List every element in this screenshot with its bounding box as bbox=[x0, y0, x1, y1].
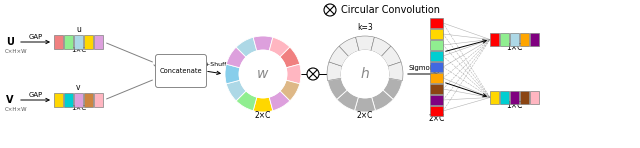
Circle shape bbox=[342, 50, 388, 98]
Text: GAP: GAP bbox=[29, 34, 43, 40]
Wedge shape bbox=[253, 97, 273, 112]
Text: Concatenate: Concatenate bbox=[160, 68, 202, 74]
Wedge shape bbox=[280, 80, 300, 101]
Text: C×H×W: C×H×W bbox=[5, 49, 28, 54]
Text: Sigmoid: Sigmoid bbox=[409, 65, 437, 71]
Bar bbox=[520, 33, 529, 46]
Text: w: w bbox=[257, 67, 269, 81]
Bar bbox=[430, 73, 443, 83]
Text: 2×C: 2×C bbox=[357, 111, 373, 120]
Bar bbox=[54, 93, 63, 107]
Bar bbox=[430, 29, 443, 39]
Text: GAP: GAP bbox=[29, 92, 43, 98]
Bar bbox=[74, 93, 83, 107]
Circle shape bbox=[239, 50, 287, 98]
Circle shape bbox=[324, 4, 336, 16]
Wedge shape bbox=[236, 91, 257, 111]
Wedge shape bbox=[269, 91, 290, 111]
Bar bbox=[64, 35, 73, 49]
Bar bbox=[500, 33, 509, 46]
Wedge shape bbox=[236, 37, 257, 57]
Bar bbox=[510, 91, 519, 104]
Wedge shape bbox=[253, 36, 273, 51]
Bar bbox=[430, 40, 443, 50]
Bar bbox=[84, 93, 93, 107]
Wedge shape bbox=[286, 64, 301, 84]
Bar bbox=[430, 106, 443, 116]
Text: h: h bbox=[360, 67, 369, 81]
Bar bbox=[430, 84, 443, 94]
Text: 1×C: 1×C bbox=[71, 47, 86, 53]
Wedge shape bbox=[372, 90, 393, 111]
Wedge shape bbox=[280, 47, 300, 68]
Wedge shape bbox=[337, 90, 358, 111]
Wedge shape bbox=[269, 37, 290, 57]
Wedge shape bbox=[339, 37, 359, 56]
Wedge shape bbox=[383, 78, 403, 99]
Bar bbox=[520, 91, 529, 104]
Text: Circular Convolution: Circular Convolution bbox=[341, 5, 440, 15]
Wedge shape bbox=[327, 62, 342, 81]
Text: 1×C: 1×C bbox=[506, 43, 523, 52]
Wedge shape bbox=[371, 37, 391, 56]
Wedge shape bbox=[381, 46, 401, 66]
Bar bbox=[430, 18, 443, 28]
Text: u: u bbox=[76, 25, 81, 34]
Wedge shape bbox=[355, 97, 376, 112]
Bar bbox=[430, 62, 443, 72]
Bar bbox=[430, 51, 443, 61]
Bar bbox=[94, 93, 103, 107]
Text: 1×C: 1×C bbox=[506, 101, 523, 110]
Text: v: v bbox=[76, 83, 81, 92]
Text: V: V bbox=[6, 95, 13, 105]
Bar bbox=[74, 35, 83, 49]
Bar bbox=[94, 35, 103, 49]
Wedge shape bbox=[225, 64, 240, 84]
Text: 2×C: 2×C bbox=[255, 111, 271, 120]
Circle shape bbox=[307, 68, 319, 80]
Bar bbox=[530, 33, 539, 46]
Wedge shape bbox=[356, 36, 374, 51]
Bar bbox=[530, 91, 539, 104]
Bar bbox=[500, 91, 509, 104]
FancyBboxPatch shape bbox=[156, 54, 207, 87]
Text: 1×C: 1×C bbox=[71, 105, 86, 111]
Bar bbox=[490, 33, 499, 46]
Bar bbox=[64, 93, 73, 107]
Bar bbox=[490, 91, 499, 104]
Text: 2×C: 2×C bbox=[428, 114, 445, 123]
Wedge shape bbox=[227, 80, 246, 101]
Bar bbox=[84, 35, 93, 49]
Wedge shape bbox=[328, 78, 347, 99]
Text: U: U bbox=[6, 37, 14, 47]
Bar bbox=[510, 33, 519, 46]
Wedge shape bbox=[227, 47, 246, 68]
Text: C×H×W: C×H×W bbox=[5, 107, 28, 112]
Bar bbox=[54, 35, 63, 49]
Bar bbox=[430, 95, 443, 105]
Text: BN+Shuffle: BN+Shuffle bbox=[196, 62, 232, 67]
Wedge shape bbox=[329, 46, 349, 66]
Text: k=3: k=3 bbox=[357, 23, 373, 32]
Wedge shape bbox=[388, 62, 403, 81]
